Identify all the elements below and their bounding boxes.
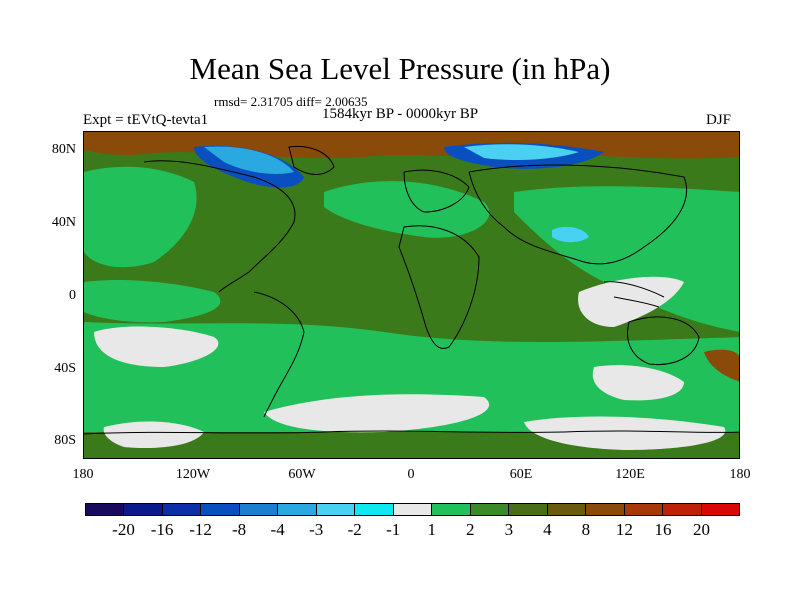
map-title: Mean Sea Level Pressure (in hPa) bbox=[189, 51, 611, 86]
colorbar-cell bbox=[201, 504, 240, 515]
coast-greenland bbox=[288, 145, 335, 175]
rmsd-diff-stats: rmsd= 2.31705 diff= 2.00635 bbox=[214, 94, 368, 109]
lat-tick-40n: 40N bbox=[51, 215, 76, 230]
colorbar-cell bbox=[547, 504, 587, 515]
coast-indonesia bbox=[603, 281, 665, 308]
coast-north-america bbox=[143, 160, 296, 293]
field-green-east-pacific bbox=[84, 280, 221, 323]
colorbar-cell bbox=[162, 504, 202, 515]
colorbar-cell bbox=[278, 504, 317, 515]
lon-tick-180-west: 180 bbox=[72, 467, 94, 482]
field-grey-antarctic-west bbox=[103, 421, 204, 449]
colorbar-label: -20 bbox=[112, 520, 135, 539]
colorbar-cell bbox=[432, 504, 471, 515]
lon-tick-60w: 60W bbox=[288, 467, 316, 482]
field-grey-southern-ocean bbox=[264, 394, 490, 433]
colorbar-cell bbox=[586, 504, 625, 515]
lon-tick-120e: 120E bbox=[615, 467, 645, 482]
colorbar-label: 1 bbox=[427, 520, 437, 539]
colorbar-cell bbox=[624, 504, 664, 515]
colorbar-label: -2 bbox=[347, 520, 362, 539]
field-green-atlantic bbox=[324, 181, 490, 238]
field-green-pacific-north bbox=[84, 166, 197, 268]
colorbar-cell bbox=[470, 504, 510, 515]
field-green-south-belt bbox=[84, 322, 739, 432]
colorbar-cell bbox=[86, 504, 125, 515]
colorbar-label: -1 bbox=[386, 520, 401, 539]
lon-tick-180-east: 180 bbox=[729, 467, 751, 482]
lon-tick-120w: 120W bbox=[175, 467, 211, 482]
lat-tick-80n: 80N bbox=[51, 142, 76, 157]
lat-tick-0: 0 bbox=[69, 288, 76, 303]
lon-tick-60e: 60E bbox=[509, 467, 533, 482]
colorbar-cell bbox=[701, 504, 739, 515]
lat-tick-80s: 80S bbox=[54, 433, 76, 448]
coast-europe bbox=[403, 169, 470, 213]
colorbar-label: 2 bbox=[466, 520, 475, 539]
coast-australia bbox=[627, 316, 700, 366]
coast-antarctica bbox=[84, 430, 739, 435]
colorbar-label: 3 bbox=[504, 520, 514, 539]
field-grey-indian-ocean bbox=[592, 365, 684, 401]
period-label: 1584kyr BP - 0000kyr BP bbox=[322, 106, 479, 122]
coast-south-america bbox=[253, 291, 305, 418]
colorbar-cell bbox=[509, 504, 548, 515]
colorbar-cell bbox=[239, 504, 279, 515]
colorbar-cell bbox=[393, 504, 433, 515]
colorbar-label: 20 bbox=[692, 520, 710, 539]
field-grey-antarctic-east bbox=[524, 416, 726, 450]
experiment-label: Expt = tEVtQ-tevta1 bbox=[83, 112, 209, 128]
colorbar-label: 8 bbox=[581, 520, 591, 539]
field-cyan-siberia bbox=[464, 144, 579, 160]
field-cyan-greenland bbox=[204, 146, 294, 174]
colorbar-label: -8 bbox=[232, 520, 247, 539]
field-brown-south bbox=[704, 349, 739, 382]
field-grey-south-pacific bbox=[94, 326, 219, 367]
colorbar-label: 16 bbox=[654, 520, 672, 539]
lon-tick-0: 0 bbox=[407, 467, 415, 482]
coastlines bbox=[84, 145, 739, 435]
colorbar-label: -4 bbox=[270, 520, 285, 539]
field-grey-nw-pacific bbox=[578, 276, 684, 327]
colorbar-label: -16 bbox=[150, 520, 174, 539]
pressure-map bbox=[83, 131, 740, 459]
field-green-asia bbox=[514, 186, 739, 332]
colorbar-cell bbox=[355, 504, 394, 515]
colorbar-label: 4 bbox=[543, 520, 552, 539]
colorbar-label: 12 bbox=[615, 520, 633, 539]
colorbar-label: -3 bbox=[309, 520, 324, 539]
coast-asia bbox=[468, 164, 688, 265]
coast-africa bbox=[398, 225, 480, 349]
lat-tick-40s: 40S bbox=[54, 361, 76, 376]
colorbar-cell bbox=[124, 504, 163, 515]
field-cyan-tibet bbox=[552, 226, 589, 243]
colorbar-cell bbox=[316, 504, 356, 515]
colorbar bbox=[85, 503, 740, 516]
season-label: DJF bbox=[706, 112, 732, 128]
colorbar-label: -12 bbox=[189, 520, 212, 539]
pressure-field-svg bbox=[84, 132, 739, 458]
colorbar-cell bbox=[663, 504, 702, 515]
